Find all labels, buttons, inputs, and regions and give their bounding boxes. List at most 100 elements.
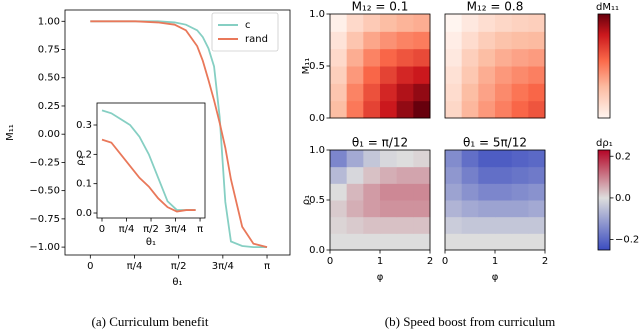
x-tick-label: 0 (99, 224, 105, 235)
x-tick-label: π/4 (119, 224, 135, 235)
heatmap-cell (511, 166, 529, 184)
legend-label: rand (245, 34, 268, 45)
heatmap-cell (461, 66, 479, 84)
heatmap-cell (396, 14, 414, 32)
heatmap-cell (330, 83, 348, 102)
heatmap-cell (495, 83, 513, 102)
heatmap-cell (445, 183, 463, 201)
heatmap-cell (363, 48, 381, 67)
heatmap-cell (511, 150, 529, 168)
x-tick-label: 1 (492, 256, 498, 267)
heatmap-cell (346, 216, 364, 234)
x-tick-label: π (197, 224, 203, 235)
heatmap-cell (528, 31, 546, 50)
heatmap-cell (528, 200, 546, 218)
heatmap-cell (445, 14, 463, 32)
legend-box (211, 12, 279, 52)
heatmap-cell (495, 216, 513, 234)
y-tick-label: 0.00 (38, 129, 60, 140)
x-tick-label: π (264, 261, 270, 272)
y-tick-label: 0.75 (38, 45, 60, 56)
series-line (101, 109, 196, 211)
heatmap-cell (528, 100, 546, 119)
heatmap-cell (413, 150, 431, 168)
heatmap-cell (445, 48, 463, 67)
heatmap-cell (413, 31, 431, 50)
heatmap-cell (363, 233, 381, 251)
heatmap-cell (511, 48, 529, 67)
heatmap-cell (396, 100, 414, 119)
heatmap-cell (396, 200, 414, 218)
heatmap-cell (445, 100, 463, 119)
heatmap-cell (461, 166, 479, 184)
heatmap-cell (380, 83, 398, 102)
x-tick-label: π/2 (171, 261, 187, 272)
heatmap-cell (396, 233, 414, 251)
axes-frame (444, 13, 546, 119)
heatmap-cell (495, 150, 513, 168)
heatmap-cell (495, 31, 513, 50)
heatmap-cell (363, 100, 381, 119)
y-tick-label: 1.0 (309, 9, 325, 20)
y-tick-label: 0.25 (38, 101, 60, 112)
heatmap-cell (346, 100, 364, 119)
heatmap-cell (528, 166, 546, 184)
heatmap-cell (511, 183, 529, 201)
heatmap-cell (461, 233, 479, 251)
axes-frame (64, 9, 291, 256)
heatmap-cell (396, 183, 414, 201)
heatmap-cell (528, 150, 546, 168)
heatmap-cell (413, 14, 431, 32)
heatmap-cell (511, 100, 529, 119)
heatmap-cell (346, 66, 364, 84)
x-axis-label: θ₁ (146, 237, 156, 248)
subplot-title: M₁₂ = 0.1 (352, 0, 409, 14)
y-axis-label: M₁₁ (5, 124, 16, 141)
heatmap-cell (461, 14, 479, 32)
heatmap-cell (511, 66, 529, 84)
heatmap-cell (330, 200, 348, 218)
colorbar (597, 149, 611, 251)
heatmap-cell (330, 31, 348, 50)
colorbar-tick-label: 0.0 (615, 193, 631, 204)
heatmap-cell (380, 233, 398, 251)
heatmap-cell (363, 150, 381, 168)
heatmap-cell (380, 48, 398, 67)
heatmap-cell (511, 233, 529, 251)
colorbar-label: dM₁₁ (596, 2, 619, 13)
heatmap-cell (413, 83, 431, 102)
y-tick-label: −0.75 (29, 214, 60, 225)
heatmap-cell (346, 183, 364, 201)
heatmap-cell (461, 31, 479, 50)
x-axis-label: φ (492, 272, 499, 283)
heatmap-cell (363, 166, 381, 184)
heatmap-cell (396, 83, 414, 102)
x-axis-label: φ (377, 272, 384, 283)
heatmap-cell (380, 216, 398, 234)
heatmap-cell (346, 14, 364, 32)
y-tick-label: 0.1 (76, 179, 92, 190)
heatmap-cell (445, 31, 463, 50)
heatmap-cell (396, 48, 414, 67)
heatmap-cell (363, 31, 381, 50)
heatmap-cell (396, 166, 414, 184)
subplot-title: M₁₂ = 0.8 (467, 0, 524, 14)
heatmap-cell (380, 183, 398, 201)
heatmap-cell (511, 216, 529, 234)
heatmap-cell (478, 100, 496, 119)
heatmap-cell (445, 166, 463, 184)
heatmap-cell (330, 14, 348, 32)
heatmap-cell (511, 83, 529, 102)
heatmap-cell (396, 31, 414, 50)
heatmap-cell (330, 183, 348, 201)
x-tick-label: 3π/4 (212, 261, 234, 272)
heatmap-cell (528, 233, 546, 251)
heatmap-cell (478, 83, 496, 102)
heatmap-cell (330, 66, 348, 84)
heatmap-cell (478, 216, 496, 234)
y-tick-label: 0.0 (76, 208, 92, 219)
x-tick-label: 0 (442, 256, 448, 267)
heatmap-cell (346, 150, 364, 168)
heatmap-cell (478, 150, 496, 168)
